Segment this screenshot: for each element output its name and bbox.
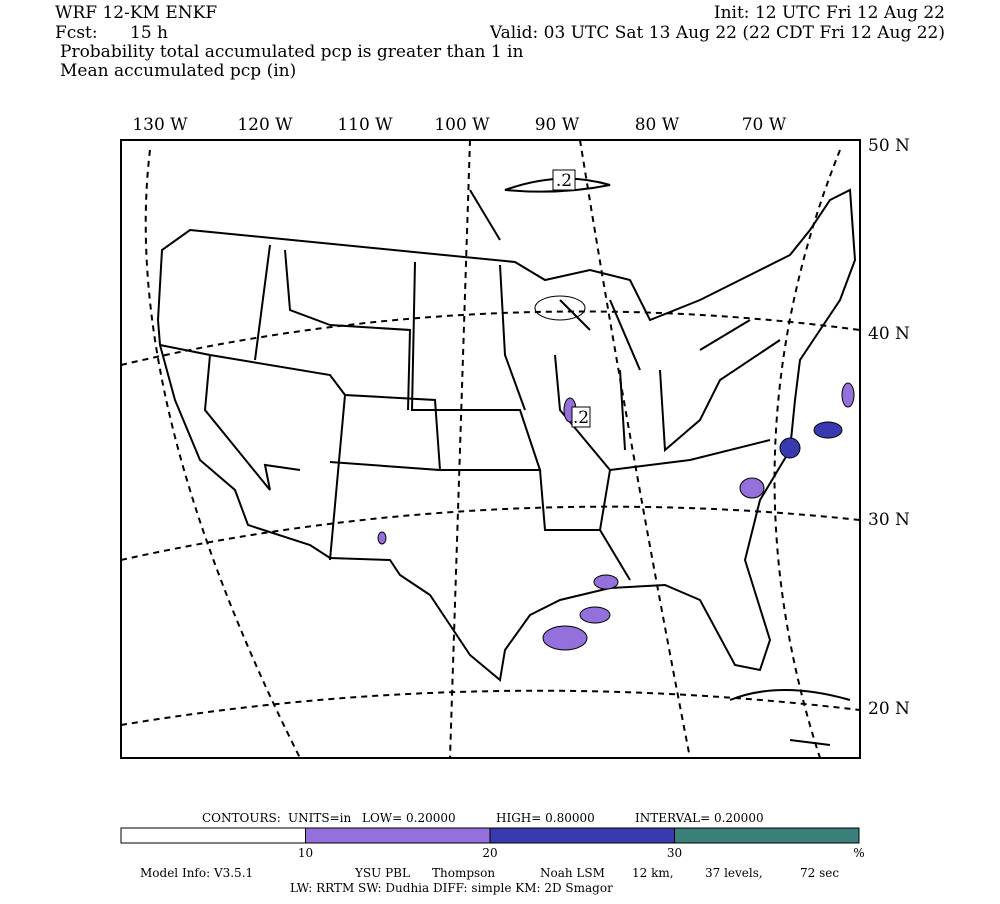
latitude-label: 40 N [868, 324, 910, 344]
longitude-label: 120 W [237, 115, 293, 135]
model-info: LW: RRTM SW: Dudhia DIFF: simple KM: 2D … [290, 881, 613, 895]
latitude-label: 30 N [868, 510, 910, 530]
precip-areas [377, 295, 855, 651]
graticule [120, 505, 861, 561]
latitude-label: 20 N [868, 699, 910, 719]
colorbar-label: 20 [482, 846, 497, 860]
model-info-item: 72 sec [800, 866, 839, 880]
model-info-item: Noah LSM [540, 866, 605, 880]
longitude-label: 90 W [535, 115, 580, 135]
precip-area [779, 437, 801, 459]
contour-label-box [552, 169, 576, 191]
field-description: Mean accumulated pcp (in) [60, 61, 296, 81]
precip-area [542, 625, 588, 651]
islands [729, 689, 851, 746]
longitude-label: 100 W [434, 115, 490, 135]
longitude-label: 80 W [635, 115, 680, 135]
contour-label-box [571, 406, 591, 428]
colorbar-segment [489, 827, 675, 844]
precip-area [579, 606, 611, 624]
fcst-label: Fcst: [55, 23, 98, 43]
colorbar-label: 30 [667, 846, 682, 860]
colorbar-segment [674, 827, 860, 844]
graticule [773, 149, 841, 759]
contours-info: LOW= 0.20000 [362, 811, 456, 825]
model-info-item: 12 km, [632, 866, 674, 880]
colorbar-label: 10 [298, 846, 313, 860]
precip-area [377, 531, 387, 545]
lakes [469, 177, 751, 371]
model-info-item: 37 levels, [705, 866, 763, 880]
model-info-item: Model Info: V3.5.1 [140, 866, 253, 880]
longitude-label: 110 W [337, 115, 393, 135]
precip-area [841, 382, 855, 408]
contours-info: UNITS=in [288, 811, 351, 825]
init-time: Init: 12 UTC Fri 12 Aug 22 [714, 3, 945, 23]
colorbar-segment [120, 827, 306, 844]
contours-info: INTERVAL= 0.20000 [635, 811, 764, 825]
graticule [144, 149, 301, 759]
precip-area [813, 421, 843, 439]
graticule [579, 139, 691, 759]
colorbar-label: % [853, 846, 864, 860]
colorbar-segment [305, 827, 491, 844]
longitude-label: 130 W [132, 115, 188, 135]
contours-info: CONTOURS: [202, 811, 281, 825]
graticule [449, 139, 471, 759]
state-borders [159, 244, 781, 581]
field-description: Probability total accumulated pcp is gre… [60, 42, 523, 62]
contour [534, 295, 586, 321]
precip-area [593, 574, 619, 590]
coastline [156, 188, 857, 682]
graticule [120, 310, 861, 366]
contours-info: HIGH= 0.80000 [496, 811, 595, 825]
contour-label: .2 [573, 408, 589, 428]
map-frame [120, 139, 861, 759]
graticule [120, 689, 861, 726]
precip-area [739, 477, 765, 499]
model-info: Model Info: V3.5.1 YSU PBL Thompson Noah LS… [140, 866, 839, 880]
latitude-labels: 50 N 40 N 30 N 20 N [868, 136, 910, 719]
model-title: WRF 12-KM ENKF [55, 3, 217, 23]
valid-time: Valid: 03 UTC Sat 13 Aug 22 (22 CDT Fri … [489, 23, 945, 43]
model-info-item: Thompson [432, 866, 495, 880]
map [120, 139, 861, 759]
contour-label: .2 [556, 171, 572, 191]
latitude-label: 50 N [868, 136, 910, 156]
fcst-value: 15 h [130, 23, 168, 43]
longitude-label: 70 W [742, 115, 787, 135]
colorbar: 10 20 30% [120, 827, 865, 860]
longitude-labels: 130 W 120 W 110 W 100 W 90 W 80 W 70 W [132, 115, 786, 135]
model-info-item: YSU PBL [354, 866, 410, 880]
